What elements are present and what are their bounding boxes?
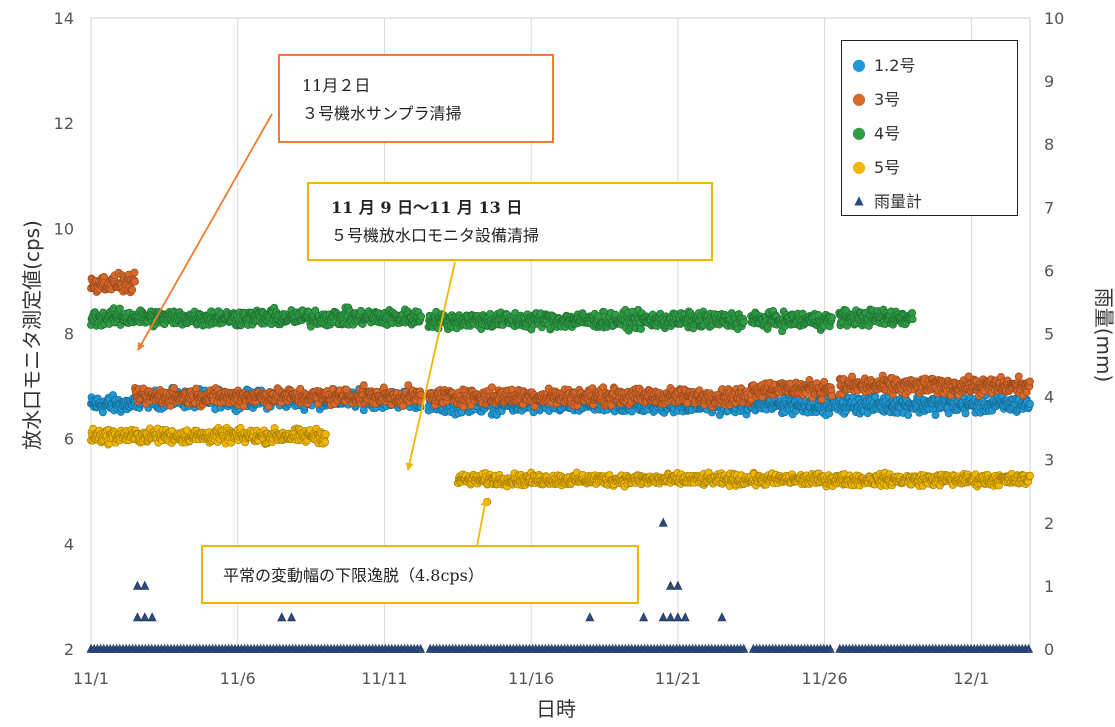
data-points xyxy=(86,268,1034,653)
x-tick-label: 11/21 xyxy=(655,669,701,688)
y-right-tick-label: 10 xyxy=(1044,9,1064,28)
data-point xyxy=(130,268,139,277)
data-point xyxy=(359,406,368,415)
y-left-tick-label: 10 xyxy=(54,219,74,238)
x-tick-label: 11/1 xyxy=(73,669,109,688)
y-right-tick-label: 4 xyxy=(1044,388,1054,407)
data-point xyxy=(908,315,917,324)
y-right-tick-label: 8 xyxy=(1044,135,1054,154)
data-point xyxy=(827,313,836,322)
y-left-tick-label: 2 xyxy=(64,640,74,659)
data-point xyxy=(321,430,330,439)
y-right-tick-label: 9 xyxy=(1044,72,1054,91)
y-right-tick-label: 0 xyxy=(1044,640,1054,659)
x-tick-label: 11/11 xyxy=(361,669,407,688)
data-point xyxy=(321,438,330,447)
y-left-tick-label: 14 xyxy=(54,9,74,28)
data-point xyxy=(904,411,913,420)
data-point xyxy=(1026,400,1034,408)
data-point xyxy=(131,277,139,286)
x-tick-label: 11/6 xyxy=(220,669,256,688)
series-1 xyxy=(87,268,1034,411)
y-right-tick-label: 6 xyxy=(1044,261,1054,280)
data-point xyxy=(115,304,124,313)
series-2 xyxy=(87,303,917,336)
y-left-tick-label: 4 xyxy=(64,535,74,554)
data-point xyxy=(357,306,365,315)
y-right-tick-label: 1 xyxy=(1044,577,1054,596)
y-left-tick-label: 8 xyxy=(64,325,74,344)
y-left-tick-label: 6 xyxy=(64,430,74,449)
data-point xyxy=(1026,471,1034,480)
data-point xyxy=(417,312,426,321)
x-tick-label: 11/26 xyxy=(802,669,848,688)
data-point xyxy=(128,285,137,294)
data-point xyxy=(961,409,970,418)
series-3 xyxy=(87,423,1034,506)
x-tick-label: 12/1 xyxy=(953,669,989,688)
y-left-tick-label: 12 xyxy=(54,114,74,133)
data-point xyxy=(637,324,645,333)
data-point xyxy=(739,317,748,326)
x-tick-label: 11/16 xyxy=(508,669,554,688)
data-point xyxy=(170,383,178,392)
data-point xyxy=(98,408,107,417)
y-right-tick-label: 3 xyxy=(1044,451,1054,470)
data-point xyxy=(931,411,940,420)
y-axis-right-ticks: 0 1 2 3 4 5 6 7 8 9 10 xyxy=(1044,9,1064,659)
y-right-tick-label: 7 xyxy=(1044,198,1054,217)
x-axis-ticks: 11/1 11/6 11/11 11/16 11/21 11/26 12/1 xyxy=(73,669,989,688)
y-right-tick-label: 2 xyxy=(1044,514,1054,533)
y-axis-left-ticks: 2 4 6 8 10 12 14 xyxy=(54,9,74,659)
y-right-tick-label: 5 xyxy=(1044,325,1054,344)
